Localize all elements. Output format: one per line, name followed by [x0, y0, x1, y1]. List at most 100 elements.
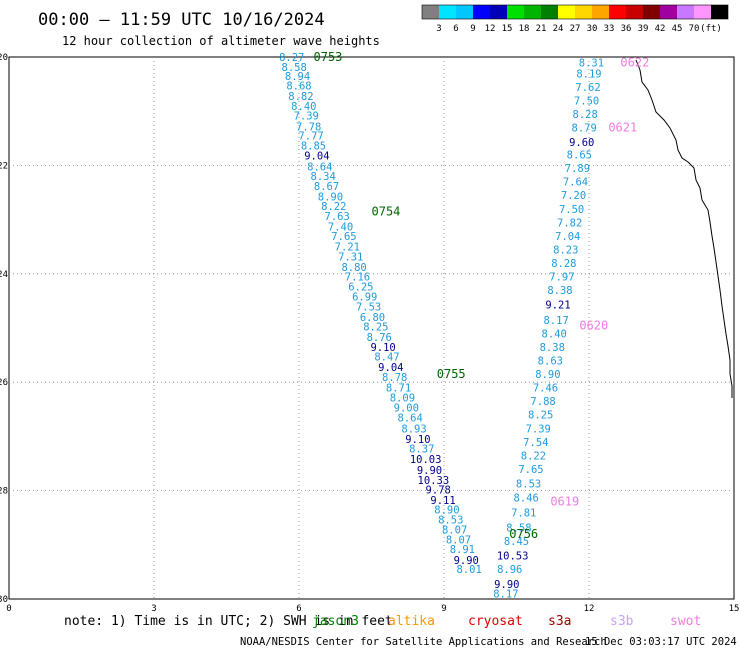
- wave-height-label: 8.07: [442, 525, 467, 537]
- satellite-name: jason3: [312, 614, 359, 629]
- wave-height-label: 8.90: [318, 191, 343, 203]
- wave-height-label: 8.85: [301, 140, 326, 152]
- colorbar-legend: 3 6 9 12 15 18 21 24 27 30 33 36 39 42 45 70 (ft): [421, 4, 729, 34]
- colorbar-swatch: [456, 5, 473, 19]
- wave-height-label: 7.97: [549, 272, 574, 284]
- wave-height-label: 8.25: [363, 321, 388, 333]
- pass-label: 0756: [509, 527, 538, 541]
- wave-height-label: 8.23: [553, 244, 578, 256]
- wave-height-label: 9.10: [405, 434, 430, 446]
- colorbar-label: 12: [485, 24, 496, 34]
- wave-height-label: 7.63: [325, 211, 350, 223]
- colorbar-label: 36: [621, 24, 632, 34]
- pass-labels: 0753 0754 0755 0756 0622 0621 0620 0619: [314, 50, 650, 541]
- wave-height-label: 7.65: [518, 464, 543, 476]
- colorbar-swatch: [660, 5, 677, 19]
- wave-height-label: 7.77: [298, 131, 323, 143]
- satellite-name: swot: [670, 614, 701, 629]
- wave-height-label: 6.25: [348, 281, 373, 293]
- y-tick-label: -20: [0, 53, 8, 63]
- colorbar-label: 3: [436, 24, 441, 34]
- wave-height-label: 9.10: [370, 342, 395, 354]
- wave-height-label: 7.82: [557, 217, 582, 229]
- wave-height-label: 8.17: [543, 315, 568, 327]
- colorbar-swatch: [422, 5, 439, 19]
- wave-height-label: 7.81: [511, 507, 536, 519]
- grid-lines: [9, 57, 734, 599]
- wave-height-label: 7.54: [523, 437, 548, 449]
- colorbar-swatch: [694, 5, 711, 19]
- wave-height-label: 7.16: [345, 272, 370, 284]
- pass-label: 0754: [372, 204, 401, 218]
- wave-height-label: 10.53: [497, 551, 529, 563]
- wave-height-label: 10.03: [410, 454, 442, 466]
- wave-height-label: 8.71: [386, 383, 411, 395]
- satellite-legend: jason3 altika cryosat s3a s3b swot: [312, 614, 701, 629]
- wave-height-label: 8.28: [551, 258, 576, 270]
- pass-label: 0755: [437, 367, 466, 381]
- wave-height-label: 9.60: [569, 137, 594, 149]
- wave-height-label: 7.46: [533, 383, 558, 395]
- axis-ticks: 0 3 6 9 12 15 -20 -22 -24 -26 -28 -30: [0, 53, 739, 614]
- wave-height-label: 8.63: [538, 356, 563, 368]
- wave-height-label: 9.78: [426, 485, 451, 497]
- wave-height-label: 8.78: [382, 372, 407, 384]
- wave-height-label: 7.62: [575, 82, 600, 94]
- y-tick-label: -26: [0, 378, 8, 388]
- pass-label: 0620: [579, 318, 608, 332]
- x-tick-label: 0: [6, 604, 11, 614]
- y-tick-label: -30: [0, 595, 8, 605]
- colorbar-label: (ft): [700, 24, 722, 34]
- colorbar-label: 9: [470, 24, 475, 34]
- footer-note: note: 1) Time is in UTC; 2) SWH is in fe…: [64, 614, 393, 629]
- colorbar-label: 6: [453, 24, 458, 34]
- data-marks: 8.278.588.948.688.828.407.397.787.778.85…: [279, 52, 604, 601]
- wave-height-label: 8.96: [497, 564, 522, 576]
- wave-height-label: 8.46: [514, 493, 539, 505]
- x-tick-label: 9: [441, 604, 446, 614]
- wave-height-label: 8.40: [542, 328, 567, 340]
- colorbar-swatch: [677, 5, 694, 19]
- wave-height-label: 8.65: [567, 150, 592, 162]
- wave-height-label: 8.76: [367, 332, 392, 344]
- wave-height-label: 8.22: [321, 201, 346, 213]
- colorbar-swatch: [541, 5, 558, 19]
- colorbar-swatch: [490, 5, 507, 19]
- colorbar-label: 21: [536, 24, 547, 34]
- wave-height-label: 8.47: [374, 352, 399, 364]
- timestamp-text: 15 Dec 03:03:17 UTC 2024: [585, 636, 737, 648]
- colorbar-label: 18: [519, 24, 530, 34]
- chart-subtitle: 12 hour collection of altimeter wave hei…: [62, 34, 380, 48]
- wave-height-label: 9.00: [394, 403, 419, 415]
- colorbar-label: 39: [638, 24, 649, 34]
- wave-height-label: 7.04: [555, 231, 580, 243]
- colorbar-label: 27: [570, 24, 581, 34]
- wave-height-label: 8.90: [434, 505, 459, 517]
- wave-height-label: 8.67: [314, 181, 339, 193]
- wave-height-label: 7.39: [294, 111, 319, 123]
- wave-height-label: 8.45: [504, 536, 529, 548]
- colorbar-label: 33: [604, 24, 615, 34]
- x-tick-label: 6: [296, 604, 301, 614]
- wave-height-label: 8.17: [493, 589, 518, 601]
- wave-height-label: 7.65: [331, 231, 356, 243]
- wave-height-label: 8.53: [516, 479, 541, 491]
- colorbar-swatch: [626, 5, 643, 19]
- wave-height-label: 10.33: [418, 475, 450, 487]
- wave-height-label: 7.88: [530, 396, 555, 408]
- wave-height-label: 9.21: [545, 300, 570, 312]
- colorbar-swatch: [711, 5, 728, 19]
- y-tick-label: -24: [0, 270, 8, 280]
- wave-height-label: 7.21: [335, 242, 360, 254]
- colorbar-swatch: [558, 5, 575, 19]
- plot-frame: [8, 56, 735, 600]
- pass-label: 0621: [608, 120, 637, 134]
- colorbar-swatch: [473, 5, 490, 19]
- wave-height-label: 7.78: [296, 121, 321, 133]
- colorbar-swatch: [592, 5, 609, 19]
- wave-height-label: 8.94: [285, 71, 310, 83]
- colorbar-label: 24: [553, 24, 564, 34]
- wave-height-label: 9.04: [304, 151, 329, 163]
- x-tick-label: 3: [151, 604, 156, 614]
